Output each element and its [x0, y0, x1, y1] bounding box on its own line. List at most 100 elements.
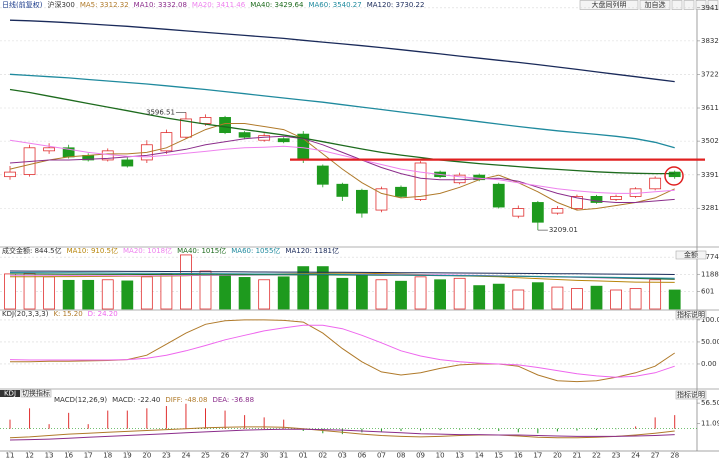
toolbar-button[interactable]: [579, 0, 639, 10]
macd-bar: [9, 419, 11, 429]
macd-bar: [400, 428, 402, 431]
macd-bar: [283, 419, 285, 429]
volume-bar: [180, 254, 192, 310]
macd-bar: [224, 410, 226, 429]
series-line: [9, 123, 675, 211]
y-tick-label: 3391: [701, 171, 719, 179]
tab[interactable]: [20, 389, 52, 398]
x-tick-label: 19: [123, 452, 132, 459]
legend-entry: MACD: -22.40: [112, 396, 160, 404]
macd-bar: [576, 428, 578, 431]
volume-bar: [101, 279, 114, 310]
legend-entry: MA10: 910.5亿: [67, 246, 118, 255]
macd-bar: [674, 415, 676, 429]
candle-body: [551, 208, 564, 214]
macd-bar: [615, 428, 617, 430]
y-tick-label: 601: [701, 287, 714, 295]
candle-body: [316, 165, 329, 185]
macd-bar: [302, 428, 304, 431]
candle-body: [277, 138, 290, 143]
macd-bar: [107, 410, 109, 429]
macd-bar: [165, 406, 167, 429]
series-line: [9, 428, 675, 441]
x-tick-label: 14: [475, 452, 484, 459]
macd-bar: [146, 408, 148, 429]
candle-body: [492, 183, 505, 208]
series-line: [9, 135, 675, 203]
volume-bar: [258, 279, 271, 310]
panel-title: MACD(12,26,9): [54, 396, 107, 404]
series-line: [9, 73, 675, 149]
legend-entry: MA120: 3730.22: [367, 1, 425, 9]
tab-active[interactable]: [0, 390, 20, 397]
toolbar-button-label: 加自选: [645, 0, 666, 9]
y-tick-label: 3611: [701, 104, 719, 112]
volume-bar: [434, 279, 447, 310]
volume-bar: [121, 280, 134, 310]
x-tick-label: 10: [436, 452, 445, 459]
volume-bar: [23, 272, 36, 310]
close-button[interactable]: [707, 0, 719, 10]
macd-bar: [68, 412, 70, 429]
macd-bar: [537, 428, 539, 434]
macd-bar: [556, 428, 558, 432]
toolbar-button[interactable]: [639, 0, 671, 10]
panel-button[interactable]: [675, 390, 707, 400]
volume-bar: [238, 277, 251, 310]
toolbar-icon[interactable]: [671, 0, 683, 10]
macd-bar: [420, 428, 422, 431]
series-line: [9, 139, 675, 194]
candle-body: [43, 147, 55, 152]
volume-bar: [590, 285, 603, 310]
macd-bar: [185, 403, 187, 429]
x-tick-label: 25: [201, 452, 210, 459]
volume-bar: [668, 289, 681, 310]
panel-title: 成交金额: 844.5亿: [2, 246, 62, 255]
macd-bar: [126, 410, 128, 429]
tab-label: KDJ: [4, 390, 16, 398]
candle-body: [414, 162, 427, 200]
macd-bar: [263, 417, 265, 429]
candle-body: [531, 202, 544, 223]
legend-entry: MA60: 1055亿: [231, 246, 280, 255]
series-line: [9, 270, 675, 275]
toolbar-icon[interactable]: [695, 0, 707, 10]
candle-body: [121, 159, 134, 167]
series-line: [9, 272, 675, 283]
candle-body: [512, 208, 525, 217]
x-tick-label: 27: [240, 452, 249, 459]
toolbar-icon[interactable]: [683, 0, 695, 10]
panel-button[interactable]: [675, 310, 707, 320]
x-tick-label: 30: [260, 452, 269, 459]
volume-bar: [375, 279, 388, 310]
legend-entry: K: 15.20: [53, 310, 82, 318]
volume-bar: [453, 277, 466, 310]
low-label: 3209.01: [549, 226, 578, 234]
x-tick-label: 16: [64, 452, 73, 459]
volume-bar: [571, 288, 583, 310]
volume-bar: [316, 266, 329, 310]
x-tick-label: 18: [103, 452, 112, 459]
candle-body: [199, 117, 212, 124]
x-tick-label: 03: [338, 452, 347, 459]
panel-button[interactable]: [675, 250, 707, 260]
panel-button-label: 指标说明: [677, 310, 705, 319]
volume-bar: [62, 279, 75, 310]
x-tick-label: 13: [455, 452, 464, 459]
panel-title: 日线(前复权): [2, 0, 43, 9]
x-tick-label: 20: [142, 452, 151, 459]
series-line: [9, 426, 675, 439]
macd-bar: [498, 428, 500, 431]
y-tick-label: 3832: [701, 37, 719, 45]
y-tick-label: 3281: [701, 204, 719, 212]
legend-entry: MA60: 3540.27: [308, 1, 361, 9]
candle-body: [355, 189, 368, 214]
volume-bar: [43, 276, 55, 310]
candle-body: [4, 171, 16, 178]
highlight-circle: [664, 166, 684, 186]
macd-bar: [596, 428, 597, 431]
x-tick-label: 22: [592, 452, 601, 459]
volume-bar: [297, 266, 310, 310]
legend-entry: MA40: 1015亿: [177, 246, 226, 255]
